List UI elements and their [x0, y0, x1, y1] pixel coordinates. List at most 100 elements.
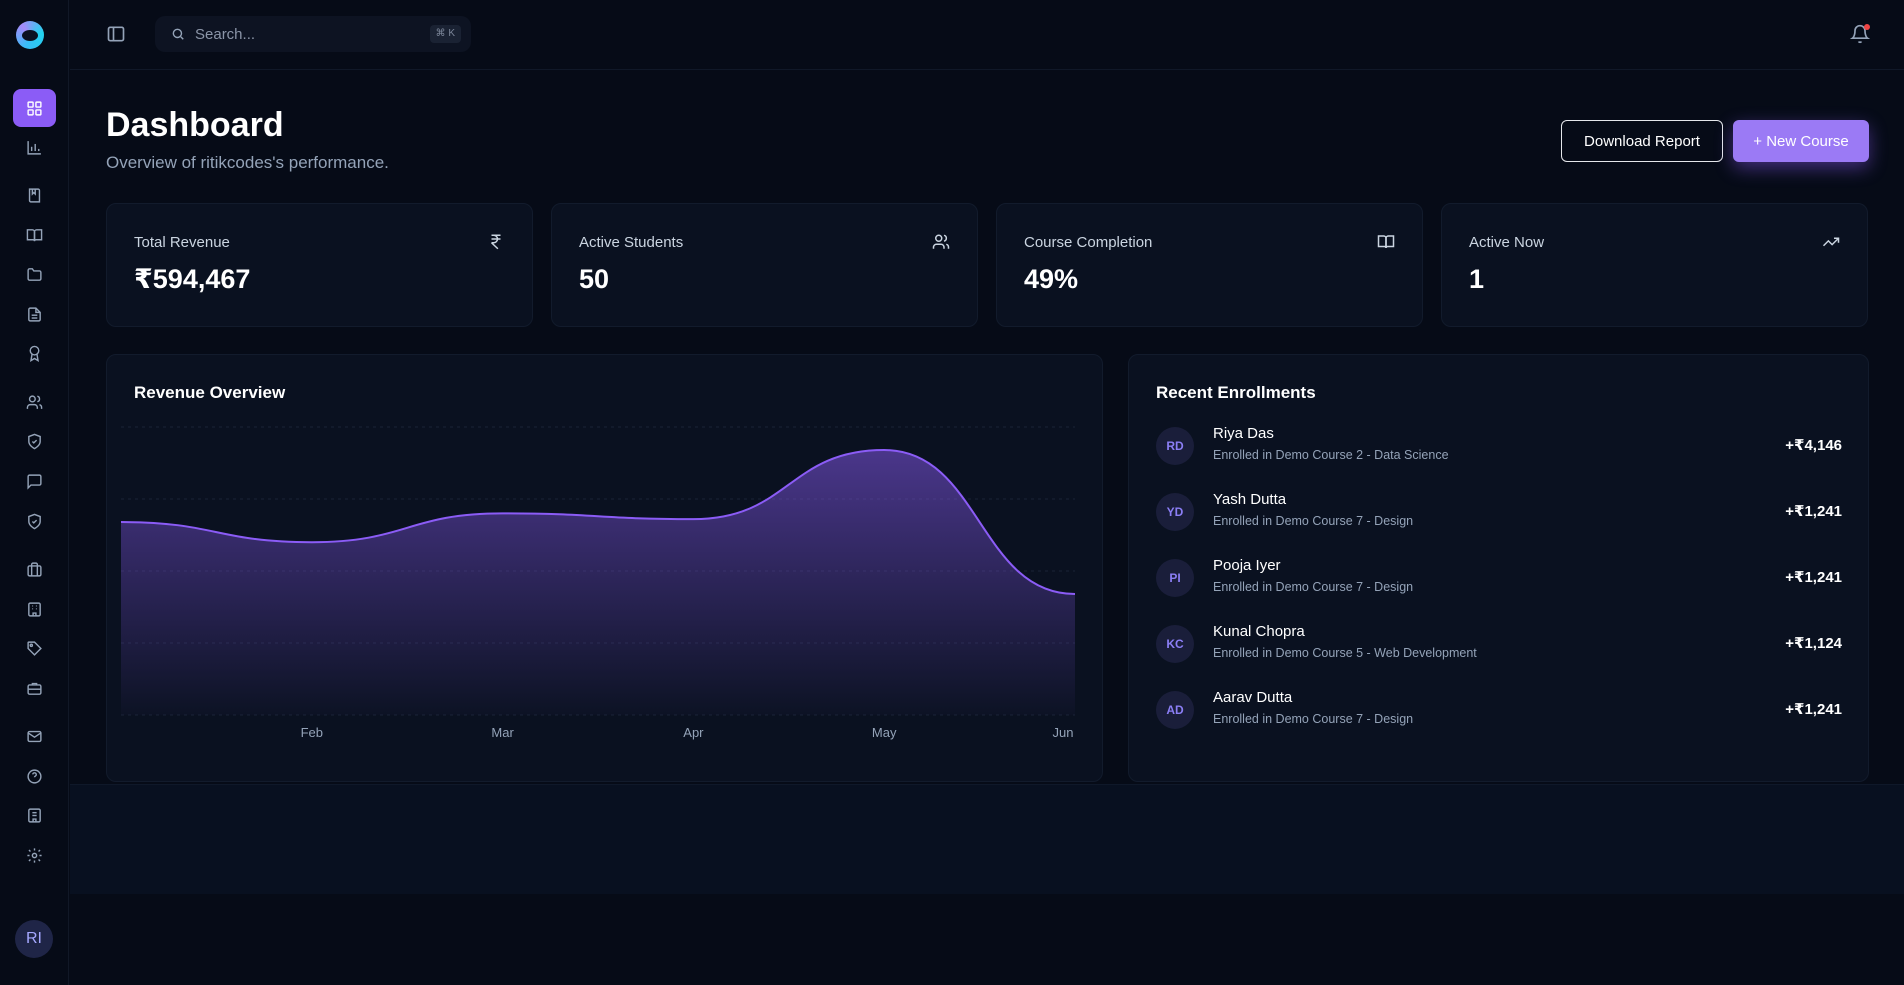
case-icon — [27, 682, 42, 695]
folder-icon — [27, 267, 42, 281]
sidebar-item-messages[interactable] — [13, 462, 56, 500]
grid-icon — [27, 100, 42, 116]
page-subtitle: Overview of ritikcodes's performance. — [106, 153, 389, 172]
panel-left-icon — [107, 26, 125, 42]
revenue-line — [120, 449, 1076, 596]
enrollment-course: Enrolled in Demo Course 7 - Design — [1213, 712, 1414, 726]
sidebar-item-coupons[interactable] — [13, 629, 56, 667]
enrollment-course: Enrolled in Demo Course 7 - Design — [1213, 514, 1414, 528]
x-tick-label: May — [872, 725, 897, 740]
sidebar-item-files[interactable] — [13, 255, 56, 293]
sidebar-item-help[interactable] — [13, 757, 56, 795]
main-content: Dashboard Overview of ritikcodes's perfo… — [70, 71, 1904, 985]
panel-title: Revenue Overview — [134, 383, 286, 402]
user-avatar[interactable]: RI — [15, 920, 53, 958]
new-course-button[interactable]: + New Course — [1733, 120, 1869, 162]
list-item[interactable]: RD Riya Das Enrolled in Demo Course 2 - … — [1156, 421, 1842, 471]
shield-check-icon — [28, 433, 41, 449]
top-bar: ⌘ K — [70, 0, 1904, 70]
x-tick-label: Apr — [683, 725, 704, 740]
download-report-button[interactable]: Download Report — [1561, 120, 1723, 162]
avatar: YD — [1156, 493, 1194, 531]
stat-label: Course Completion — [1024, 234, 1153, 251]
sidebar-item-organization[interactable] — [13, 796, 56, 834]
book-open-icon — [26, 228, 43, 241]
logo[interactable] — [16, 21, 44, 49]
users-icon — [932, 233, 950, 251]
footer-band — [70, 784, 1904, 894]
sidebar-item-portfolio[interactable] — [13, 669, 56, 707]
stat-card-course-completion: Course Completion 49% — [996, 203, 1423, 327]
x-tick-label: Jun — [1053, 725, 1074, 740]
stat-value: ₹594,467 — [134, 264, 251, 294]
enrollment-amount: +₹1,241 — [1785, 569, 1842, 586]
help-circle-icon — [27, 768, 42, 784]
avatar: KC — [1156, 625, 1194, 663]
sidebar-toggle-button[interactable] — [106, 24, 126, 44]
award-icon — [29, 345, 40, 362]
sidebar-item-library[interactable] — [13, 216, 56, 254]
gear-icon — [27, 847, 42, 863]
enrollment-name: Kunal Chopra — [1213, 623, 1305, 640]
sidebar-item-courses[interactable] — [13, 176, 56, 214]
enrollment-amount: +₹4,146 — [1785, 437, 1842, 454]
sidebar-item-security[interactable] — [13, 422, 56, 460]
book-bookmark-icon — [28, 187, 41, 203]
revenue-area — [121, 450, 1075, 715]
x-tick-label: Mar — [491, 725, 514, 740]
trending-up-icon — [1822, 233, 1840, 251]
enrollment-course: Enrolled in Demo Course 2 - Data Science — [1213, 448, 1449, 462]
panel-title: Recent Enrollments — [1156, 383, 1316, 402]
avatar: AD — [1156, 691, 1194, 729]
revenue-overview-panel: Revenue Overview Feb Mar Apr May Jun — [106, 354, 1103, 782]
list-item[interactable]: KC Kunal Chopra Enrolled in Demo Course … — [1156, 619, 1842, 669]
stat-value: 1 — [1469, 264, 1485, 294]
list-item[interactable]: AD Aarav Dutta Enrolled in Demo Course 7… — [1156, 685, 1842, 735]
building-icon — [28, 601, 41, 617]
message-square-icon — [27, 473, 42, 490]
enrollment-name: Yash Dutta — [1213, 491, 1287, 508]
sidebar-item-students[interactable] — [13, 383, 56, 421]
sidebar-item-jobs[interactable] — [13, 550, 56, 588]
sidebar-item-dashboard[interactable] — [13, 89, 56, 127]
enrollment-amount: +₹1,241 — [1785, 701, 1842, 718]
bell-icon — [1849, 24, 1871, 44]
sidebar-item-certificates[interactable] — [13, 334, 56, 372]
search-input[interactable] — [195, 25, 425, 43]
file-text-icon — [28, 306, 41, 322]
list-item[interactable]: YD Yash Dutta Enrolled in Demo Course 7 … — [1156, 487, 1842, 537]
recent-enrollments-panel: Recent Enrollments RD Riya Das Enrolled … — [1128, 354, 1869, 782]
stat-label: Total Revenue — [134, 234, 230, 251]
enrollment-name: Pooja Iyer — [1213, 557, 1281, 574]
enrollment-amount: +₹1,241 — [1785, 503, 1842, 520]
avatar: PI — [1156, 559, 1194, 597]
book-open-icon — [1377, 233, 1395, 251]
sidebar-item-documents[interactable] — [13, 295, 56, 333]
stat-value: 49% — [1024, 264, 1079, 294]
sidebar-item-institutions[interactable] — [13, 590, 56, 628]
search-bar[interactable]: ⌘ K — [155, 16, 471, 52]
notifications-button[interactable] — [1849, 24, 1871, 44]
rupee-icon — [487, 233, 505, 251]
sidebar-item-analytics[interactable] — [13, 128, 56, 166]
enrollment-amount: +₹1,124 — [1785, 635, 1842, 652]
stat-card-active-students: Active Students 50 — [551, 203, 978, 327]
enrollment-course: Enrolled in Demo Course 5 - Web Developm… — [1213, 646, 1477, 660]
sidebar-item-verification[interactable] — [13, 502, 56, 540]
stat-card-total-revenue: Total Revenue ₹594,467 — [106, 203, 533, 327]
enrollment-name: Aarav Dutta — [1213, 689, 1293, 706]
notification-dot — [1864, 24, 1870, 30]
sidebar-item-mail[interactable] — [13, 717, 56, 755]
avatar: RD — [1156, 427, 1194, 465]
users-icon — [26, 394, 43, 409]
list-item[interactable]: PI Pooja Iyer Enrolled in Demo Course 7 … — [1156, 553, 1842, 603]
enrollment-course: Enrolled in Demo Course 7 - Design — [1213, 580, 1414, 594]
sidebar-item-settings[interactable] — [13, 836, 56, 874]
sidebar: RI — [0, 0, 69, 985]
tags-icon — [27, 640, 42, 656]
stat-card-active-now: Active Now 1 — [1441, 203, 1868, 327]
enrollment-name: Riya Das — [1213, 425, 1274, 442]
x-tick-label: Feb — [301, 725, 323, 740]
shield-icon — [28, 513, 41, 529]
stat-label: Active Students — [579, 234, 684, 251]
